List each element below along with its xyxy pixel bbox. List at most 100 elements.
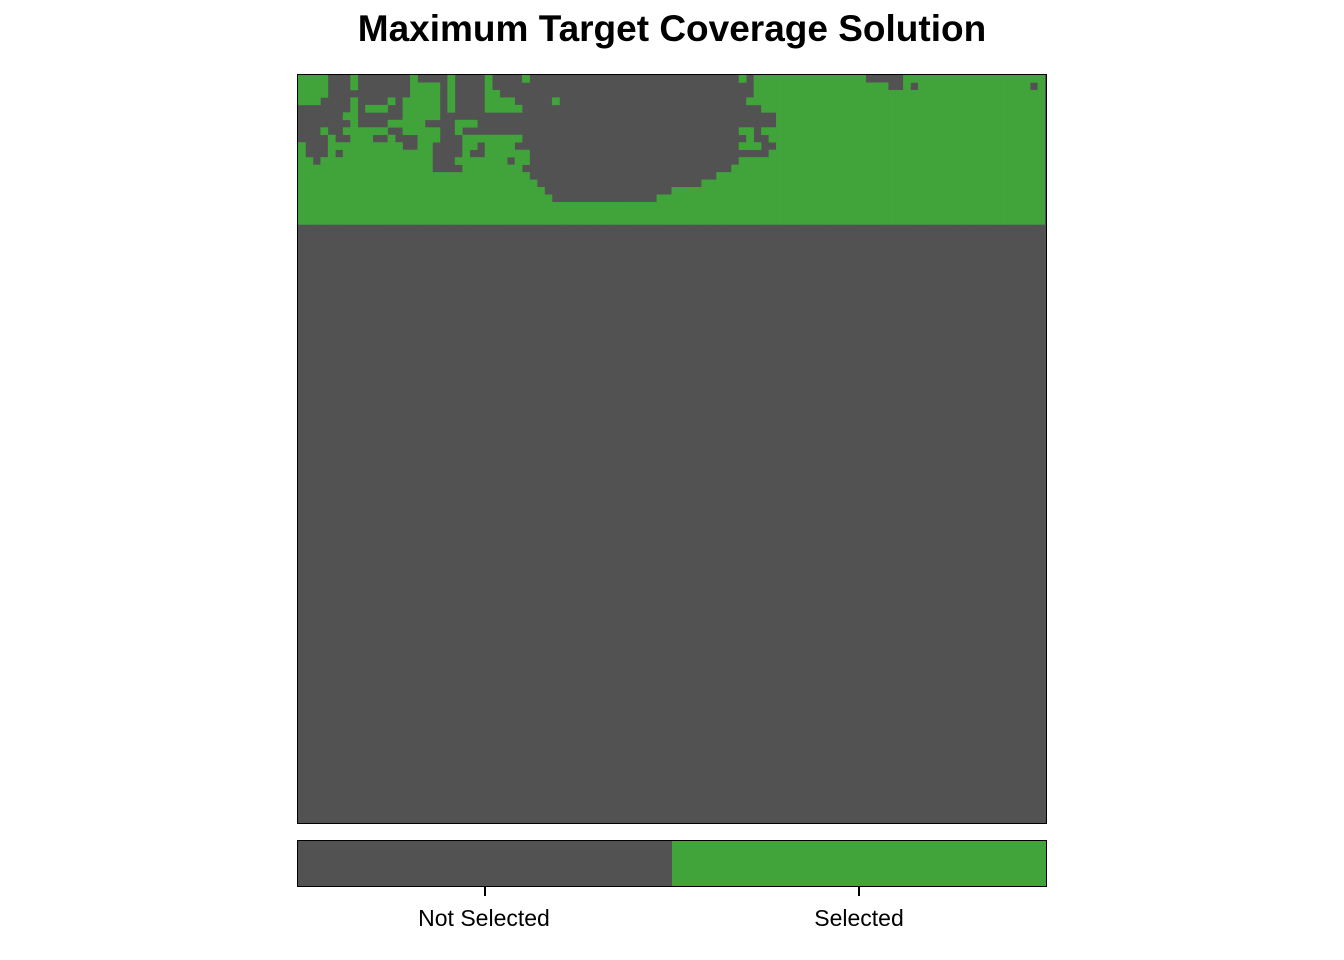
solution-raster <box>298 75 1045 822</box>
selected-cell <box>805 157 814 165</box>
selected-cell <box>1000 127 1008 136</box>
selected-cell <box>432 201 441 210</box>
selected-cell <box>985 157 994 165</box>
selected-cell <box>1037 201 1045 210</box>
selected-cell <box>312 75 321 83</box>
selected-cell <box>798 172 807 180</box>
selected-cell <box>985 127 994 136</box>
selected-cell <box>507 142 515 150</box>
selected-cell <box>1037 172 1045 180</box>
selected-cell <box>903 216 911 225</box>
selected-cell <box>320 209 329 218</box>
selected-cell <box>357 142 366 150</box>
selected-cell <box>1022 172 1031 180</box>
selected-cell <box>350 127 359 136</box>
selected-cell <box>357 157 366 165</box>
selected-cell <box>858 149 867 158</box>
selected-cell <box>544 209 553 218</box>
selected-cell <box>828 97 837 106</box>
selected-cell <box>447 209 456 218</box>
selected-cell <box>1030 179 1038 188</box>
selected-cell <box>1007 216 1016 225</box>
selected-cell <box>820 216 829 225</box>
selected-cell <box>910 119 919 128</box>
selected-cell <box>305 187 314 195</box>
selected-cell <box>895 172 904 180</box>
selected-cell <box>477 179 486 188</box>
selected-cell <box>985 164 994 173</box>
selected-cell <box>776 104 784 113</box>
selected-cell <box>746 127 754 136</box>
selected-cell <box>858 201 867 210</box>
selected-cell <box>484 82 493 91</box>
legend-swatch-selected <box>672 841 1046 886</box>
selected-cell <box>776 194 784 203</box>
selected-cell <box>776 119 784 128</box>
selected-cell <box>656 194 665 203</box>
selected-cell <box>947 164 956 173</box>
selected-cell <box>410 82 418 91</box>
selected-cell <box>514 172 523 180</box>
selected-cell <box>372 157 381 165</box>
selected-cell <box>357 187 366 195</box>
selected-cell <box>424 97 433 106</box>
selected-cell <box>776 157 784 165</box>
selected-cell <box>798 89 807 98</box>
selected-cell <box>940 104 949 113</box>
selected-cell <box>417 209 426 218</box>
selected-cell <box>783 172 792 180</box>
selected-cell <box>312 194 321 203</box>
selected-cell <box>514 201 523 210</box>
selected-cell <box>335 201 344 210</box>
selected-cell <box>798 157 807 165</box>
selected-cell <box>402 112 411 121</box>
selected-cell <box>350 134 359 143</box>
selected-cell <box>365 216 373 225</box>
selected-cell <box>477 216 486 225</box>
selected-cell <box>1015 112 1023 121</box>
selected-cell <box>992 104 1001 113</box>
selected-cell <box>761 194 769 203</box>
selected-cell <box>1037 216 1045 225</box>
selected-cell <box>843 194 852 203</box>
selected-cell <box>395 119 403 128</box>
selected-cell <box>1000 216 1008 225</box>
selected-cell <box>320 201 329 210</box>
selected-cell <box>850 164 859 173</box>
selected-cell <box>380 104 388 113</box>
selected-cell <box>925 187 934 195</box>
selected-cell <box>895 149 904 158</box>
selected-cell <box>873 209 881 218</box>
selected-cell <box>940 149 949 158</box>
selected-cell <box>305 157 314 165</box>
selected-cell <box>940 97 949 106</box>
selected-cell <box>619 216 627 225</box>
selected-cell <box>335 209 344 218</box>
selected-cell <box>932 216 941 225</box>
selected-cell <box>992 194 1001 203</box>
selected-cell <box>805 164 814 173</box>
selected-cell <box>865 157 874 165</box>
selected-cell <box>514 149 523 158</box>
selected-cell <box>977 194 986 203</box>
selected-cell <box>813 194 822 203</box>
selected-cell <box>761 157 769 165</box>
selected-cell <box>962 201 971 210</box>
selected-cell <box>791 194 799 203</box>
selected-cell <box>350 119 359 128</box>
selected-cell <box>1022 142 1031 150</box>
selected-cell <box>888 104 896 113</box>
selected-cell <box>813 172 822 180</box>
selected-cell <box>791 75 799 83</box>
selected-cell <box>350 112 359 121</box>
selected-cell <box>566 209 575 218</box>
selected-cell <box>903 119 911 128</box>
selected-cell <box>768 75 777 83</box>
selected-cell <box>372 209 381 218</box>
selected-cell <box>432 127 441 136</box>
selected-cell <box>365 209 373 218</box>
selected-cell <box>298 97 306 106</box>
selected-cell <box>992 89 1001 98</box>
selected-cell <box>492 194 500 203</box>
selected-cell <box>955 82 964 91</box>
